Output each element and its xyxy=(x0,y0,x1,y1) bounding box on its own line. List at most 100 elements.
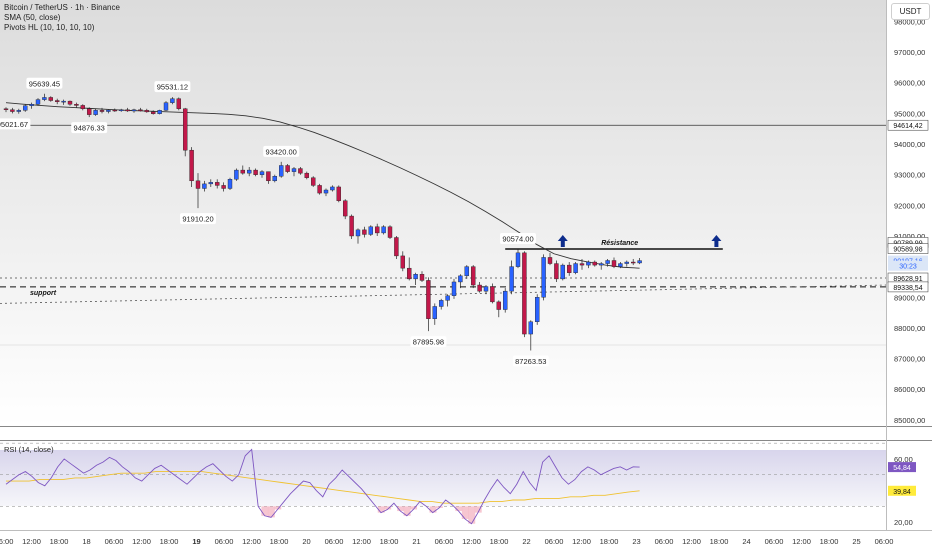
candle xyxy=(336,185,341,203)
candle-body xyxy=(80,105,86,109)
candles-layer xyxy=(3,93,642,351)
candle-body xyxy=(471,266,476,286)
price-axis-tick: 88000,00 xyxy=(894,324,925,333)
candle xyxy=(592,260,597,267)
pivot-label-box xyxy=(154,81,191,93)
candle-body xyxy=(419,274,425,281)
rsi-price-tag-text: 54,84 xyxy=(893,465,911,472)
rsi-oversold-fill xyxy=(403,506,411,516)
price-tag-text: 94614,42 xyxy=(893,123,922,130)
pivot-label-box xyxy=(26,77,63,89)
candle xyxy=(579,258,585,270)
candle xyxy=(227,177,233,191)
candle-body xyxy=(106,109,111,112)
pivot-label: 95531.12 xyxy=(154,81,191,93)
candle xyxy=(144,108,150,113)
candle-body xyxy=(535,297,540,322)
candle-body xyxy=(464,266,469,277)
candle-body xyxy=(445,295,450,301)
rsi-oversold-fill xyxy=(267,506,275,518)
candle xyxy=(55,98,60,105)
rsi-oversold-fill xyxy=(461,506,469,519)
candle-body xyxy=(432,306,437,319)
time-axis-tick: 19 xyxy=(192,537,200,546)
candle-body xyxy=(387,226,393,238)
candle-body xyxy=(317,185,322,194)
candle xyxy=(445,294,450,307)
candle xyxy=(387,225,393,240)
candle-body xyxy=(10,109,15,112)
candle xyxy=(23,104,28,112)
candle xyxy=(560,263,565,281)
sma-indicator-label[interactable]: SMA (50, close) xyxy=(4,13,61,22)
price-tag: 90589,98 xyxy=(887,243,929,254)
candle xyxy=(541,254,546,301)
candle-body xyxy=(35,99,41,105)
candle-body xyxy=(323,189,329,194)
candle-body xyxy=(579,263,585,266)
time-axis-tick: 18 xyxy=(82,537,90,546)
candle xyxy=(394,235,399,259)
currency-button[interactable]: USDT xyxy=(891,3,930,20)
candle xyxy=(291,167,297,177)
candle-body xyxy=(298,168,303,174)
candle xyxy=(170,97,175,105)
candle xyxy=(611,257,617,269)
up-arrow-icon xyxy=(557,235,568,248)
candle-body xyxy=(291,168,297,172)
rsi-oversold-fill xyxy=(474,506,482,513)
pivot-label: 87263.53 xyxy=(512,355,549,367)
candle xyxy=(304,171,309,180)
candle-body xyxy=(407,267,412,280)
candle xyxy=(599,262,604,270)
candle xyxy=(490,283,495,304)
candle xyxy=(458,274,463,289)
candle-body xyxy=(496,301,501,310)
candle-body xyxy=(195,180,201,189)
price-axis-tick: 96000,00 xyxy=(894,79,925,88)
candle xyxy=(80,104,86,111)
time-axis-tick: 06:00 xyxy=(545,537,564,546)
candle-body xyxy=(528,321,533,335)
candle xyxy=(503,288,508,313)
candle-body xyxy=(227,179,233,189)
candle-body xyxy=(375,226,380,234)
time-axis-tick: 18:00 xyxy=(380,537,399,546)
candle-body xyxy=(413,274,418,280)
candle-body xyxy=(202,183,207,189)
candle xyxy=(355,228,361,244)
pivot-label: 95021.67 xyxy=(0,118,31,130)
time-axis-tick: 23 xyxy=(632,537,640,546)
candle-body xyxy=(176,98,182,109)
candle xyxy=(106,109,111,114)
candle xyxy=(407,257,412,281)
rsi-oversold-fill xyxy=(429,506,437,513)
pivots-indicator-label[interactable]: Pivots HL (10, 10, 10, 10) xyxy=(4,23,95,32)
candle xyxy=(554,260,559,282)
candle xyxy=(343,199,348,220)
rsi-price-tag-text: 39,84 xyxy=(893,489,911,496)
resistance-label: Résistance xyxy=(601,240,638,247)
candle-body xyxy=(131,109,137,112)
time-axis-tick: 18:00 xyxy=(270,537,289,546)
candle xyxy=(323,188,329,197)
time-axis-tick: 06:00 xyxy=(215,537,234,546)
price-tag-text: 90589,98 xyxy=(893,247,922,254)
candle xyxy=(547,252,553,266)
candle xyxy=(439,298,444,310)
candle xyxy=(189,147,194,187)
candle-body xyxy=(451,281,457,296)
candle-body xyxy=(483,286,489,292)
candle-body xyxy=(246,169,252,174)
time-axis-tick: 12:00 xyxy=(682,537,701,546)
pivot-label: 94876.33 xyxy=(71,122,108,134)
time-axis-tick: 12:00 xyxy=(132,537,151,546)
time-axis-tick: 18:00 xyxy=(820,537,839,546)
time-axis-tick: 12:00 xyxy=(792,537,811,546)
candle-body xyxy=(214,182,220,186)
time-axis-tick: 24 xyxy=(742,537,750,546)
price-axis-tick: 89000,00 xyxy=(894,293,925,302)
candle-body xyxy=(221,185,226,189)
